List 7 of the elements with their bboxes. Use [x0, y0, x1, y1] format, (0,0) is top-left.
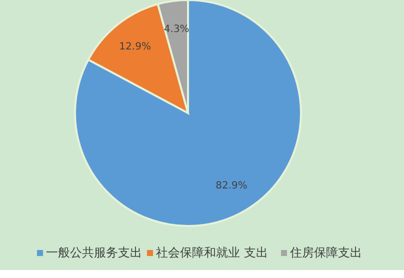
legend-label: 社会保障和就业 支出: [156, 245, 268, 260]
data-label: 12.9%: [119, 42, 151, 53]
pie-slice: [74, 0, 302, 227]
legend-label: 住房保障支出: [289, 245, 362, 260]
legend-label: 一般公共服务支出: [46, 245, 142, 260]
data-label: 82.9%: [216, 180, 248, 192]
pie-slice: [87, 3, 189, 114]
